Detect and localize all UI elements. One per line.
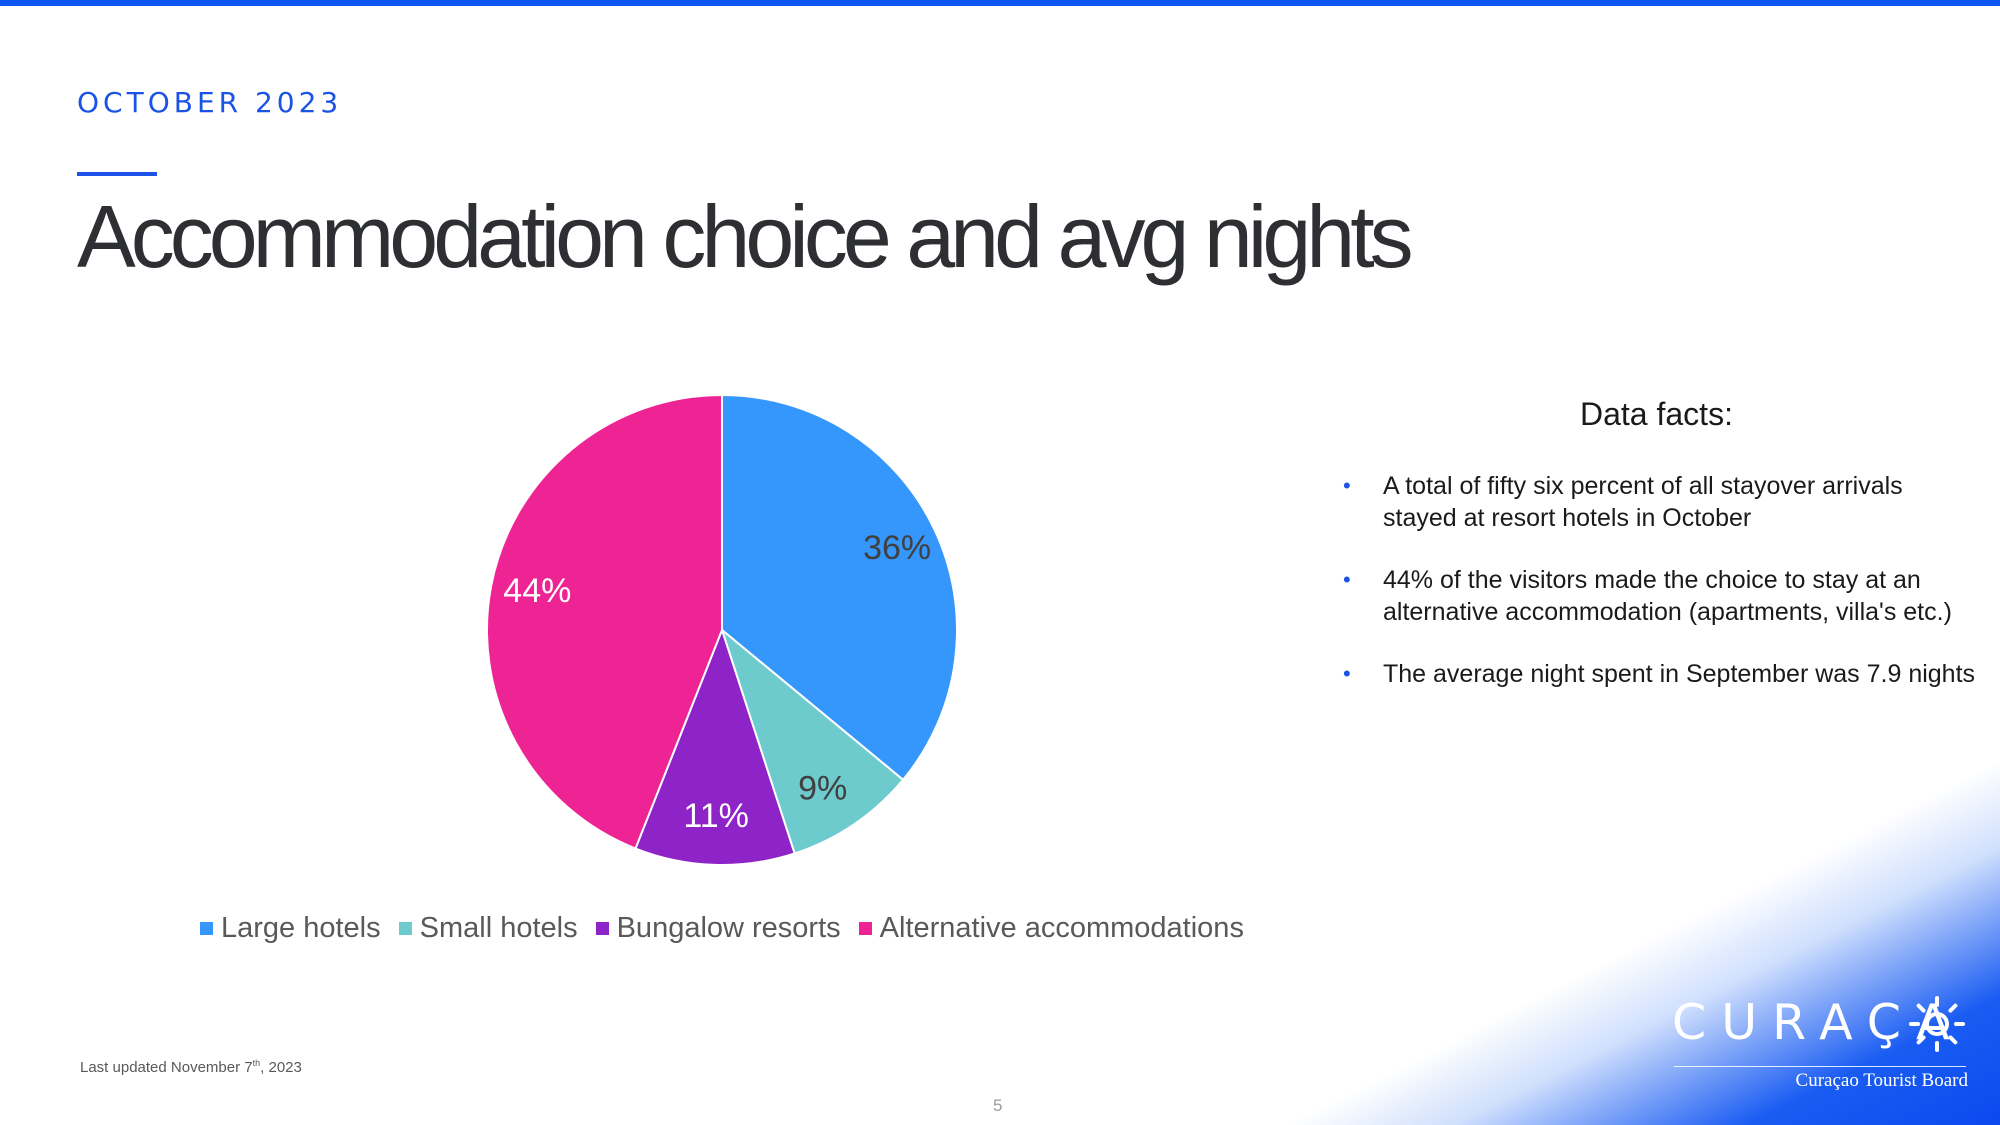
slide-title: Accommodation choice and avg nights: [77, 187, 1414, 286]
pie-label-alternative-accommodations: 44%: [503, 572, 571, 610]
logo-subtitle: Curaçao Tourist Board: [1795, 1070, 1968, 1091]
pie-slice-large-hotels: [721, 393, 958, 782]
fact-text: The average night spent in September was…: [1383, 660, 1976, 688]
pie-slice-alternative-accommodations: [486, 393, 723, 850]
last-updated-ordinal: th: [252, 1058, 261, 1068]
bullet-icon: •: [1343, 567, 1351, 592]
logo-wordmark: CURAÇA: [1672, 994, 1965, 1051]
legend-item-small-hotels: Small hotels: [398, 912, 578, 945]
pie-label-small-hotels: 9%: [798, 769, 847, 807]
pie-label-large-hotels: 36%: [863, 529, 931, 567]
pie-slice-bungalow-resorts: [634, 627, 796, 866]
legend-label: Bungalow resorts: [616, 912, 841, 944]
chart-legend: Large hotels Small hotels Bungalow resor…: [200, 912, 1262, 945]
title-rule: [77, 172, 157, 176]
legend-swatch: [200, 922, 213, 935]
pie-chart: 36% 9% 11% 44%: [486, 393, 958, 866]
legend-swatch: [858, 922, 872, 935]
logo-divider: [1674, 1066, 1966, 1067]
fact-text: A total of fifty six percent of all stay…: [1383, 472, 1903, 532]
legend-item-large-hotels: Large hotels: [200, 912, 381, 945]
page-number: 5: [993, 1096, 1003, 1115]
legend-item-bungalow-resorts: Bungalow resorts: [595, 912, 841, 945]
legend-label: Large hotels: [221, 912, 381, 944]
last-updated-year: , 2023: [260, 1059, 302, 1076]
slide-month: OCTOBER 2023: [77, 86, 343, 119]
legend-label: Alternative accommodations: [879, 912, 1244, 944]
legend-swatch: [398, 922, 412, 935]
fact-item: • 44% of the visitors made the choice to …: [1338, 564, 1978, 628]
legend-swatch: [595, 922, 609, 935]
sun-icon: [1909, 996, 1965, 1052]
fact-item: • The average night spent in September wa…: [1338, 658, 1978, 690]
last-updated-text: Last updated November 7: [80, 1059, 253, 1076]
fact-item: • A total of fifty six percent of all sta…: [1338, 470, 1978, 534]
bullet-icon: •: [1343, 661, 1351, 686]
legend-label: Small hotels: [419, 912, 578, 944]
pie-label-bungalow-resorts: 11%: [683, 797, 749, 835]
facts-heading: Data facts:: [1580, 396, 1733, 432]
facts-list: • A total of fifty six percent of all sta…: [1338, 470, 1978, 720]
bullet-icon: •: [1343, 473, 1351, 498]
curacao-tourist-board-logo: CURAÇA Curaçao Tourist Board: [1668, 994, 1970, 1094]
legend-item-alternative-accommodations: Alternative accommodations: [858, 912, 1244, 945]
fact-text: 44% of the visitors made the choice to s…: [1383, 566, 1952, 626]
pie-slice-small-hotels: [719, 627, 905, 855]
last-updated-note: Last updated November 7th, 2023: [80, 1058, 302, 1076]
